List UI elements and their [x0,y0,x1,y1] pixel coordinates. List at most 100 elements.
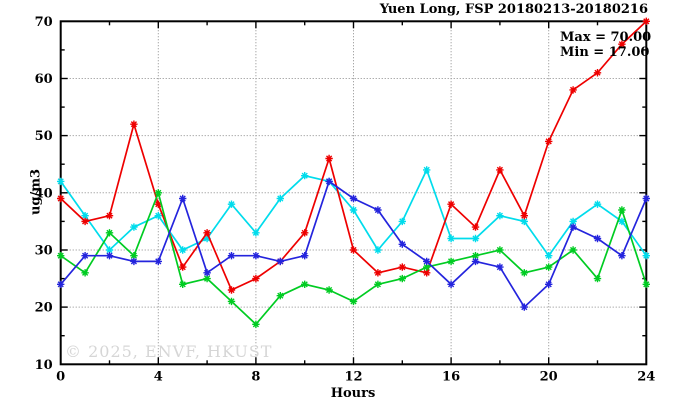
series-red-point [593,69,602,77]
y-tick-label: 10 [35,358,53,373]
series-red-point [130,120,138,128]
series-green-point [447,257,455,266]
y-tick-label: 40 [35,186,53,201]
series-blue-point [276,257,284,266]
y-tick-label: 50 [35,129,53,144]
series-green-point [179,280,187,288]
series-green-point [276,292,284,300]
series-cyan-point [374,246,382,254]
series-red-point [227,286,236,294]
series-blue-point [642,194,650,203]
series-red [57,17,650,294]
series-green-point [423,263,431,271]
watermark: © 2025, ENVF, HKUST [65,342,273,361]
series-red-point [545,137,553,146]
series-cyan-point [520,217,528,226]
series-red-point [471,223,480,231]
series-green-point [593,274,602,283]
series-blue-point [471,257,480,266]
series-cyan-point [618,217,626,226]
series-cyan-point [447,234,455,243]
series-cyan-point [569,217,577,226]
series-red-point [203,229,211,237]
y-tick-label: 70 [35,15,53,30]
series-blue-point [81,252,89,260]
series-cyan-point [252,229,260,237]
series-green-point [545,263,553,271]
series-green-point [203,274,211,283]
series-cyan-point [179,246,187,254]
series-green-point [105,229,114,237]
series-green-point [154,189,162,197]
x-tick-label: 4 [154,369,163,384]
series-blue-point [227,252,236,260]
series-cyan-point [593,200,602,208]
series-green-point [398,274,406,283]
series-green-point [227,297,236,306]
series-green-point [374,280,382,288]
series-blue-point [57,280,65,288]
series-cyan-markers [57,166,650,260]
series-red-point [57,194,65,203]
series-cyan-point [423,166,431,174]
series-blue-point [374,206,382,214]
series-cyan-point [496,212,504,220]
series-red-point [569,86,577,94]
series-green [57,189,650,328]
y-axis-label: ug/m3 [28,168,44,216]
series-cyan-point [642,252,650,260]
series-cyan-point [471,234,480,243]
series-green-point [57,252,65,260]
series-red-point [618,40,626,48]
gridlines [60,21,647,365]
max-annotation: Max = 70.00 [560,30,652,45]
series-red-point [81,217,89,226]
series-cyan-point [301,172,309,180]
y-tick-label: 30 [35,244,53,259]
series-blue-point [130,257,138,266]
series-cyan-point [227,200,236,208]
max-min-annotation: Max = 70.00 Min = 17.00 [560,30,652,60]
series-blue [57,177,650,311]
series-green-point [325,286,333,294]
plot-border [59,20,648,366]
series-green-point [642,280,650,288]
series-blue-point [349,194,358,203]
series-green-point [569,246,577,254]
series-green-point [471,252,480,260]
series-green-point [130,252,138,260]
series-blue-point [423,257,431,266]
series-cyan-point [398,217,406,226]
series-green-point [252,320,260,328]
series-cyan-point [203,234,211,243]
series-blue-markers [57,177,650,311]
y-tick-label: 60 [35,72,53,87]
series-green-point [349,297,358,306]
series-blue-point [203,269,211,277]
series-green-point [301,280,309,288]
series-cyan-point [349,206,358,214]
series-red-point [374,269,382,277]
series-red-markers [57,17,650,294]
series-blue-point [618,252,626,260]
series-red-point [179,263,187,271]
x-axis-label: Hours [330,386,376,401]
series-cyan-point [81,212,89,220]
series-green-point [520,269,528,277]
series-blue-point [154,257,162,266]
series-cyan-point [154,212,162,220]
series-blue-point [593,234,602,243]
x-tick-label: 12 [344,369,362,384]
series-red-point [105,212,114,220]
series-blue-point [398,240,406,248]
series-red-point [349,246,358,254]
series-cyan-point [545,252,553,260]
series-red-point [447,200,455,208]
series-red-point [398,263,406,271]
series-cyan [57,166,650,260]
x-tick-label: 16 [442,369,460,384]
series-cyan-point [105,246,114,254]
series-blue-point [545,280,553,288]
